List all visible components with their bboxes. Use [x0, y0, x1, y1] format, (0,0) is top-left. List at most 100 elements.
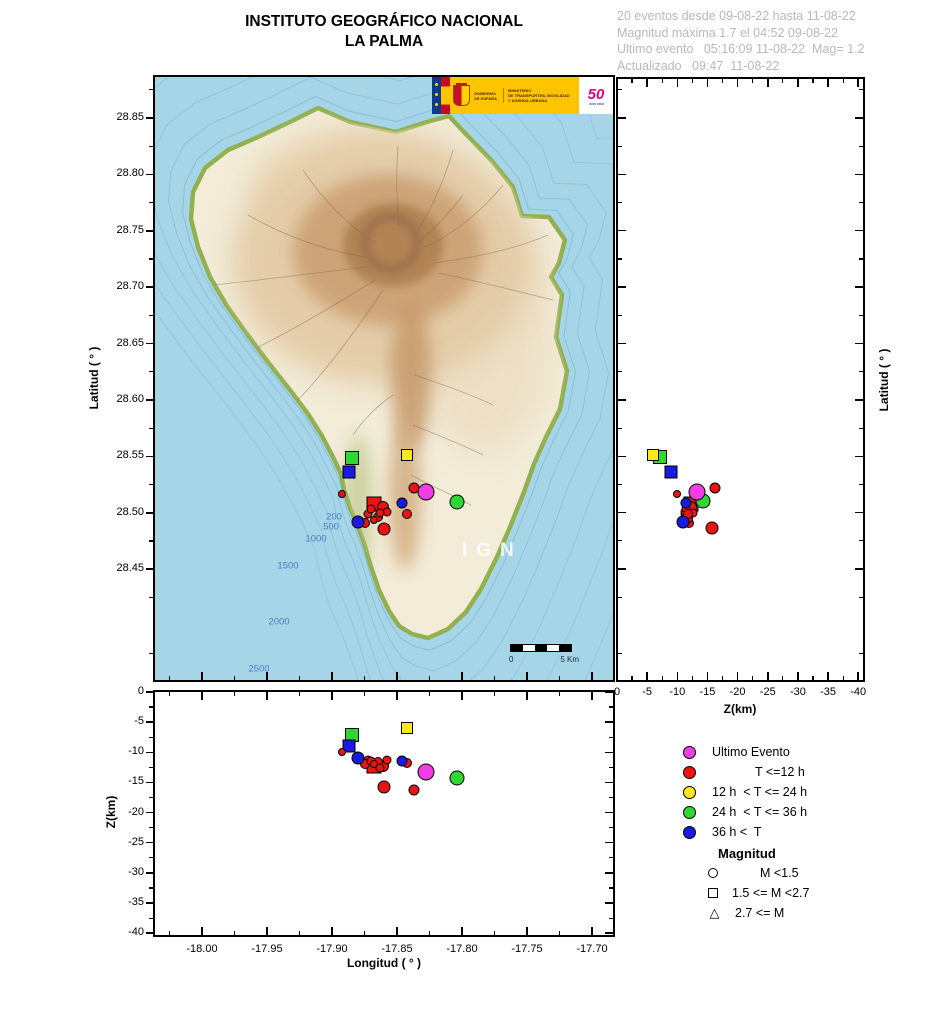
banner-ministerio-text: MINISTERIO DE TRANSPORTES, MOVILIDAD Y A…	[503, 88, 570, 103]
axis-tick-label: -30	[789, 686, 806, 698]
legend-item-label: T <=12 h	[755, 765, 805, 779]
event-marker	[417, 763, 435, 781]
event-marker	[401, 449, 414, 462]
axis-tick	[618, 117, 626, 119]
axis-tick	[618, 399, 626, 401]
axis-tick	[149, 917, 153, 919]
axis-tick	[363, 931, 366, 935]
axis-tick	[149, 371, 153, 373]
axis-tick	[736, 79, 739, 87]
axis-tick-label: -5	[134, 715, 144, 728]
axis-tick	[266, 672, 268, 680]
axis-tick	[646, 672, 648, 680]
axis-tick-label: 28.55	[116, 449, 144, 462]
axis-tick-label: 28.70	[116, 280, 144, 293]
axis-tick	[859, 483, 863, 486]
event-marker	[338, 489, 347, 498]
axis-tick	[752, 676, 754, 680]
axis-tick	[146, 173, 153, 176]
axis-tick	[396, 927, 398, 935]
axis-tick	[618, 173, 626, 176]
axis-tick	[618, 483, 622, 486]
axis-tick	[752, 79, 754, 83]
axis-tick	[609, 796, 613, 799]
axis-tick-label: -10	[669, 686, 686, 698]
axis-tick	[618, 145, 622, 147]
axis-tick	[461, 692, 463, 700]
axis-tick-label: 28.45	[116, 562, 144, 575]
axis-tick	[855, 399, 863, 401]
axis-tick	[609, 917, 613, 919]
axis-tick	[797, 672, 799, 680]
event-marker	[369, 515, 378, 524]
axis-tick	[146, 751, 153, 754]
axis-tick	[767, 79, 769, 87]
banner-gobierno-text: GOBIERNO DE ESPAÑA	[474, 90, 498, 101]
depth-contour-label: 2500	[248, 663, 270, 675]
event-marker	[338, 748, 347, 757]
government-banner: GOBIERNO DE ESPAÑA MINISTERIO DE TRANSPO…	[432, 77, 613, 114]
axis-tick	[616, 672, 618, 680]
axis-tick	[842, 79, 844, 83]
axis-tick	[855, 229, 863, 232]
ministry-banner: GOBIERNO DE ESPAÑA MINISTERIO DE TRANSPO…	[450, 77, 579, 114]
map-scale-bar: 0 5 Km	[509, 644, 579, 664]
axis-tick	[146, 342, 153, 345]
axis-tick-label: -18.00	[186, 943, 218, 955]
axis-tick	[618, 596, 622, 598]
legend-magnitude-label: M <1.5	[760, 866, 799, 880]
axis-tick-label: -30	[128, 865, 144, 878]
axis-tick	[706, 672, 709, 680]
axis-tick	[855, 286, 863, 288]
legend-item: T <=12 h	[678, 762, 948, 782]
axis-tick	[605, 841, 613, 844]
axis-tick	[591, 927, 593, 935]
axis-tick	[146, 902, 153, 904]
axis-tick	[149, 796, 153, 799]
axis-tick	[558, 676, 561, 680]
axis-tick	[146, 932, 153, 934]
axis-tick	[618, 286, 626, 288]
depth-contour-label: 2000	[268, 616, 290, 628]
axis-tick	[149, 258, 153, 260]
axis-tick	[797, 79, 799, 87]
event-marker	[664, 465, 678, 479]
axis-tick	[201, 672, 203, 680]
axis-tick-label: -35	[820, 686, 836, 698]
axis-tick	[618, 258, 622, 260]
legend-magnitude-item: M <1.5	[678, 863, 948, 883]
legend-item-label: 24 h < T <= 36 h	[712, 805, 808, 819]
axis-tick	[812, 79, 814, 83]
event-marker	[377, 780, 391, 794]
scale-zero-label: 0	[509, 655, 514, 664]
axis-tick	[149, 766, 153, 768]
event-marker	[375, 763, 385, 773]
axis-tick	[691, 79, 693, 83]
axis-tick	[428, 676, 431, 680]
title-line2: LA PALMA	[344, 33, 424, 50]
la-palma-relief-map	[155, 77, 613, 680]
lat-depth-markers-layer	[616, 77, 861, 678]
axis-tick	[396, 692, 398, 700]
right-lat-axis-label: Latitud ( ° )	[877, 348, 891, 412]
axis-tick	[609, 706, 613, 708]
axis-tick	[146, 399, 153, 401]
axis-tick	[605, 781, 613, 784]
axis-tick	[146, 512, 153, 514]
page-title: INSTITUTO GEOGRÁFICO NACIONAL LA PALMA	[153, 12, 615, 52]
axis-tick	[706, 79, 709, 87]
axis-tick	[618, 455, 626, 458]
axis-tick	[605, 751, 613, 754]
event-marker	[375, 508, 385, 518]
legend-magnitude-label: 1.5 <= M <2.7	[732, 886, 810, 900]
axis-tick	[146, 230, 153, 232]
axis-tick	[618, 653, 622, 655]
event-marker	[688, 483, 706, 501]
axis-tick	[676, 79, 679, 87]
axis-tick	[691, 676, 693, 680]
axis-tick	[331, 672, 333, 680]
event-marker	[377, 522, 391, 536]
axis-tick-label: -5	[642, 686, 653, 698]
axis-tick	[146, 841, 153, 844]
axis-tick	[618, 314, 622, 316]
